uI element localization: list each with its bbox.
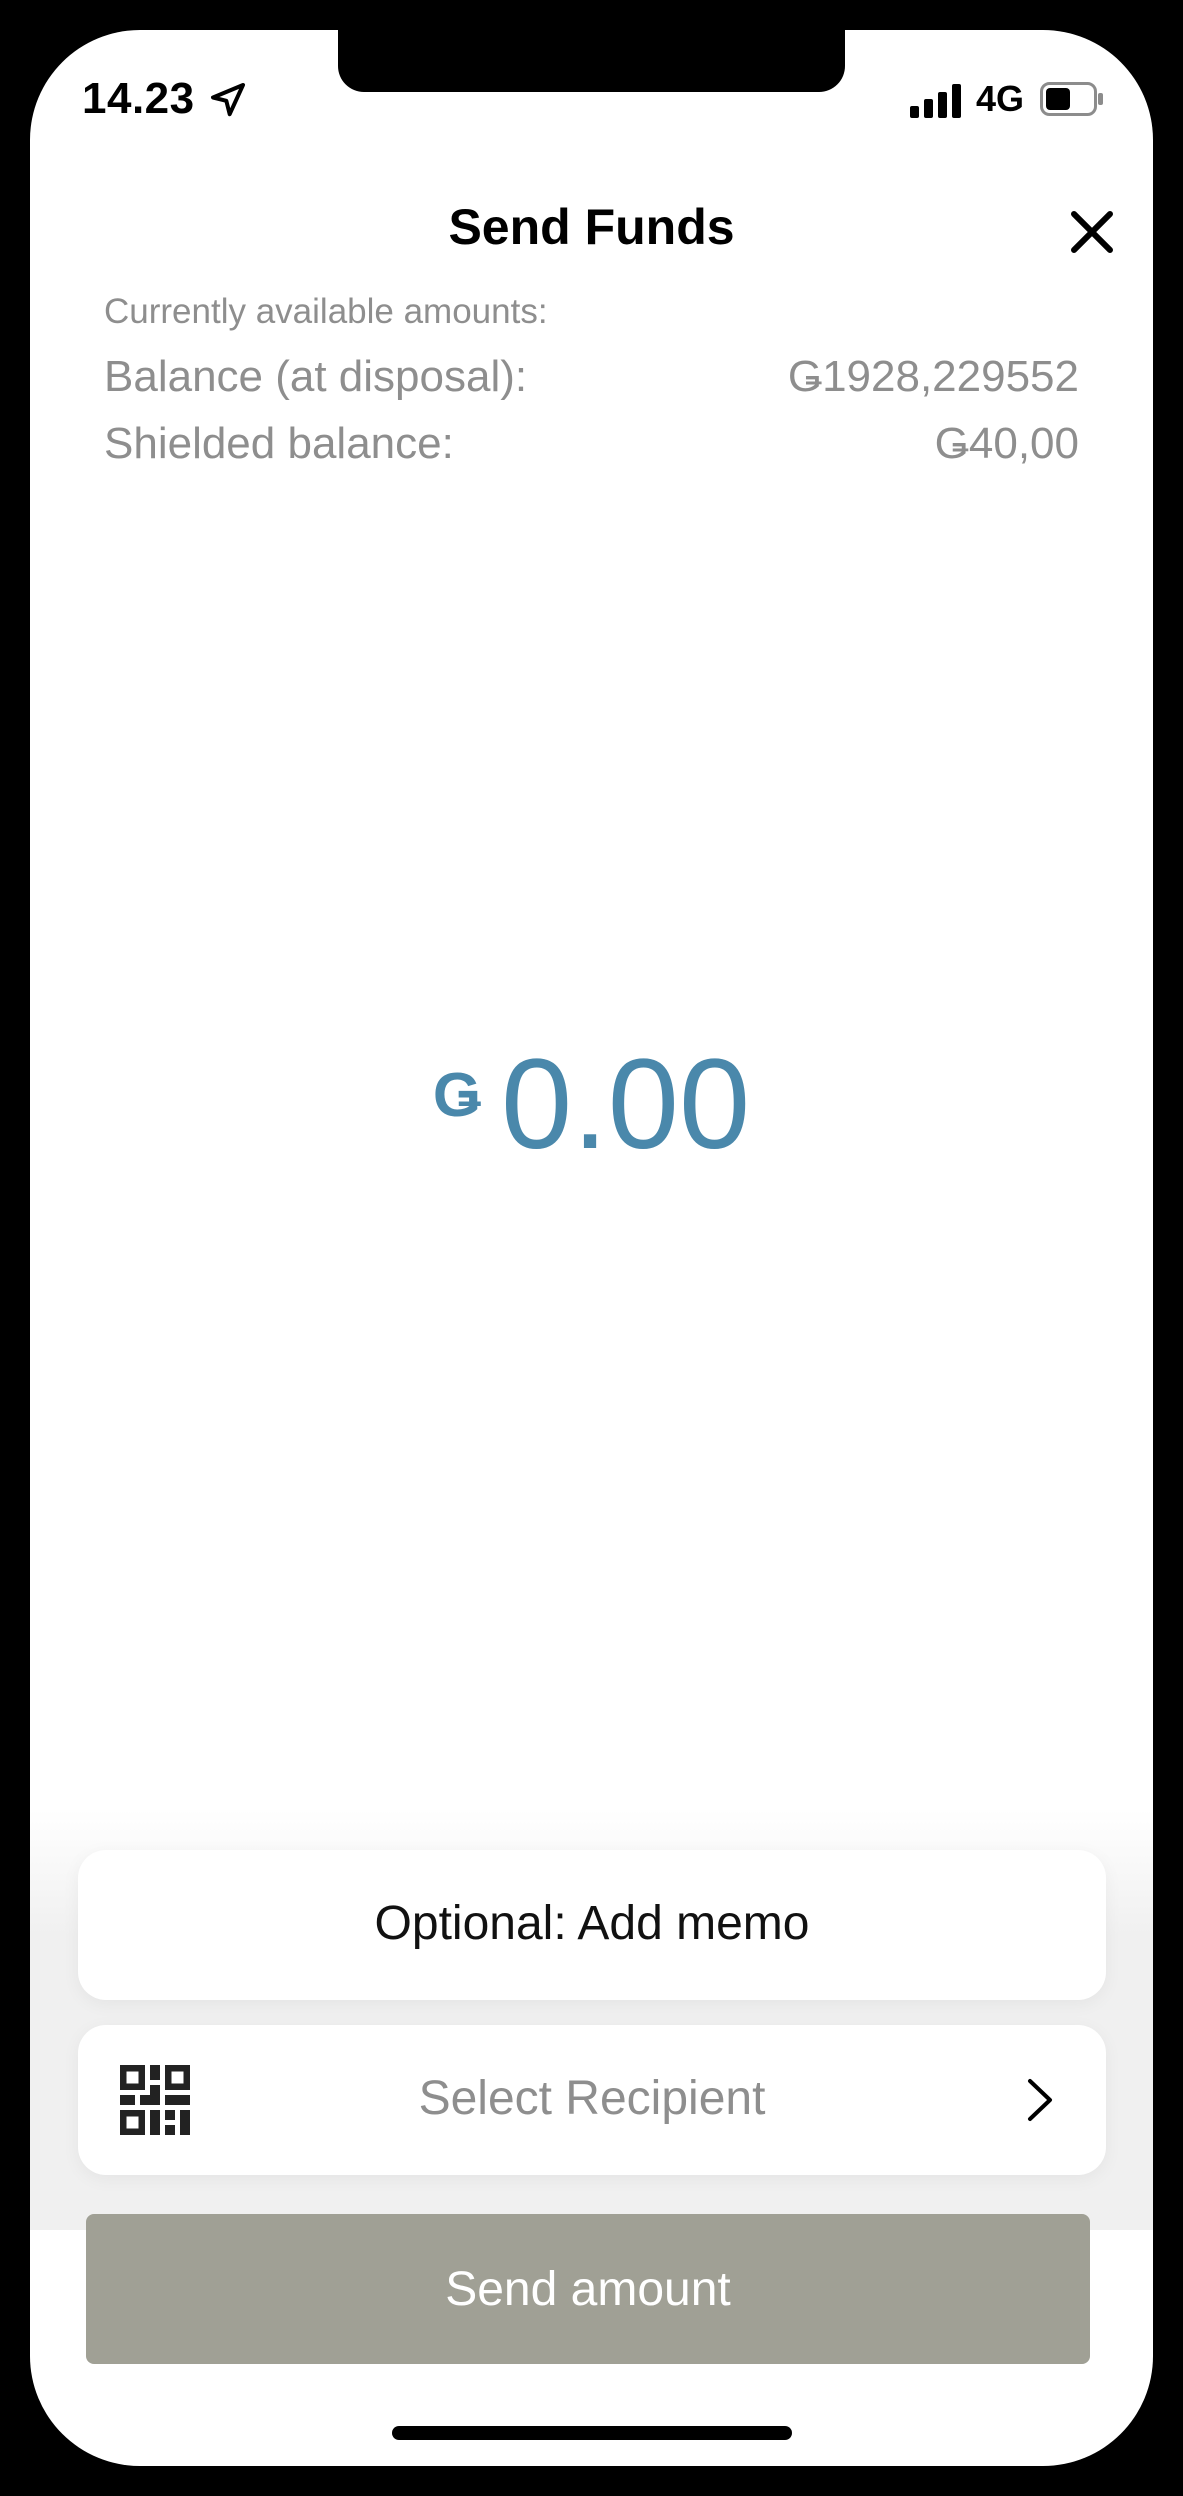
network-type: 4G: [976, 78, 1025, 119]
battery-icon: [1040, 82, 1103, 116]
location-arrow-icon: [211, 83, 245, 117]
close-icon[interactable]: [1062, 202, 1122, 262]
home-indicator[interactable]: [392, 2426, 792, 2440]
page-title: Send Funds: [448, 199, 735, 255]
qr-code-icon[interactable]: [120, 2065, 190, 2135]
shielded-balance-label: Shielded balance:: [104, 419, 454, 468]
add-memo-button[interactable]: Optional: Add memo: [78, 1850, 1106, 2000]
balance-value: Ǥ1928,229552: [787, 352, 1079, 401]
available-amounts-caption: Currently available amounts:: [104, 292, 548, 331]
select-recipient-button[interactable]: Select Recipient: [78, 2025, 1106, 2175]
chevron-right-icon: [1028, 2079, 1052, 2121]
shielded-balance-value: Ǥ40,00: [934, 419, 1079, 468]
currency-symbol: Ǥ: [432, 1061, 482, 1130]
notch: [338, 30, 845, 92]
balance-row: Balance (at disposal): Ǥ1928,229552: [104, 352, 1079, 408]
balance-label: Balance (at disposal):: [104, 352, 528, 401]
select-recipient-label: Select Recipient: [418, 2072, 766, 2125]
status-time: 14.23: [82, 74, 195, 123]
add-memo-label: Optional: Add memo: [374, 1897, 810, 1950]
shielded-balance-row: Shielded balance: Ǥ40,00: [104, 419, 1079, 475]
amount-value: 0.00: [501, 1033, 751, 1176]
send-amount-button[interactable]: Send amount: [86, 2214, 1090, 2364]
screen: 14.23 4G Send Funds Currently available …: [30, 30, 1153, 2466]
amount-display[interactable]: Ǥ 0.00: [30, 1030, 1153, 1180]
cellular-signal-icon: [910, 84, 961, 118]
